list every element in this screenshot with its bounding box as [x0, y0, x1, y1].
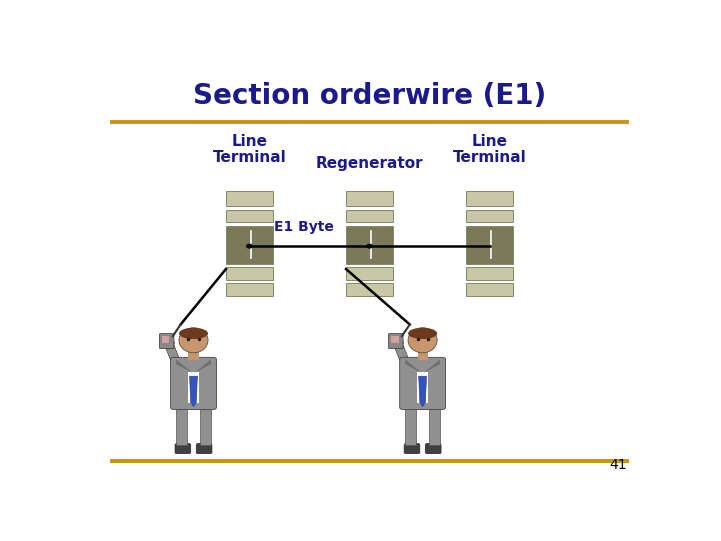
FancyArrow shape [205, 369, 215, 397]
Bar [346, 191, 393, 206]
Bar [226, 267, 273, 280]
Bar [176, 405, 187, 445]
Circle shape [246, 243, 253, 249]
Bar [346, 209, 393, 222]
Bar [429, 405, 441, 445]
Polygon shape [195, 359, 211, 373]
Ellipse shape [392, 339, 404, 346]
Ellipse shape [162, 339, 174, 346]
FancyBboxPatch shape [399, 358, 446, 410]
Text: Line
Terminal: Line Terminal [453, 134, 526, 165]
FancyBboxPatch shape [389, 334, 403, 348]
Ellipse shape [179, 328, 208, 353]
Bar [226, 226, 273, 263]
Text: 41: 41 [609, 458, 627, 472]
Text: Regenerator: Regenerator [316, 156, 423, 171]
Bar [466, 209, 513, 222]
Bar [200, 405, 211, 445]
FancyArrow shape [393, 342, 411, 367]
Polygon shape [405, 359, 422, 373]
FancyBboxPatch shape [404, 444, 420, 453]
Bar [346, 226, 393, 263]
Bar [466, 283, 513, 296]
Bar [466, 226, 513, 263]
FancyBboxPatch shape [196, 444, 212, 453]
Bar [188, 372, 199, 403]
Bar [162, 336, 169, 343]
FancyArrow shape [434, 369, 444, 397]
Text: Section orderwire (E1): Section orderwire (E1) [193, 82, 546, 110]
FancyBboxPatch shape [171, 358, 216, 410]
Ellipse shape [408, 328, 437, 339]
Text: Line
Terminal: Line Terminal [213, 134, 286, 165]
FancyBboxPatch shape [425, 444, 441, 453]
Polygon shape [424, 359, 440, 373]
Bar [188, 351, 198, 360]
Polygon shape [176, 359, 193, 373]
Bar [466, 267, 513, 280]
Text: E1 Byte: E1 Byte [274, 221, 334, 234]
FancyBboxPatch shape [159, 334, 174, 348]
Bar [346, 267, 393, 280]
Bar [417, 351, 428, 360]
Bar [226, 209, 273, 222]
Polygon shape [419, 376, 427, 406]
Circle shape [366, 243, 373, 249]
Bar [392, 336, 399, 343]
FancyArrow shape [164, 342, 182, 367]
Bar [346, 283, 393, 296]
Bar [404, 405, 416, 445]
Bar [226, 283, 273, 296]
FancyBboxPatch shape [175, 444, 190, 453]
Bar [226, 191, 273, 206]
Ellipse shape [179, 328, 208, 339]
Ellipse shape [408, 328, 437, 353]
Polygon shape [190, 376, 198, 406]
Bar [417, 372, 428, 403]
Bar [466, 191, 513, 206]
